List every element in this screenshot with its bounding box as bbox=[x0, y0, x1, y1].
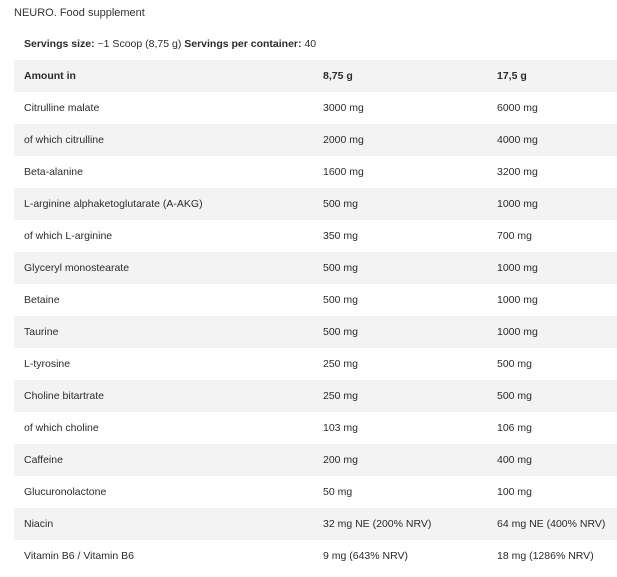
ingredient-name: L-arginine alphaketoglutarate (A-AKG) bbox=[24, 198, 203, 210]
header-cell: 8,75 g bbox=[323, 70, 353, 82]
servings-per-container-value: 40 bbox=[304, 38, 317, 50]
amount-double: 6000 mg bbox=[497, 102, 538, 114]
amount-serving: 250 mg bbox=[323, 358, 359, 370]
amount-serving: 200 mg bbox=[323, 454, 359, 466]
amount-serving: 350 mg bbox=[323, 230, 359, 242]
amount-serving: 2000 mg bbox=[323, 134, 364, 146]
ingredient-name: Betaine bbox=[24, 294, 60, 306]
table-row: of which L-arginine 350 mg 700 mg bbox=[14, 220, 617, 252]
amount-serving: 103 mg bbox=[323, 422, 359, 434]
amount-serving: 32 mg NE (200% NRV) bbox=[323, 518, 432, 530]
servings-per-container-label: Servings per container: bbox=[184, 38, 302, 50]
amount-serving: 500 mg bbox=[323, 262, 359, 274]
table-row: Choline bitartrate 250 mg 500 mg bbox=[14, 380, 617, 412]
amount-double: 3200 mg bbox=[497, 166, 538, 178]
amount-double: 500 mg bbox=[497, 358, 533, 370]
amount-serving: 500 mg bbox=[323, 198, 359, 210]
table-row: Niacin 32 mg NE (200% NRV) 64 mg NE (400% … bbox=[14, 508, 617, 540]
servings-size-value: ~1 Scoop (8,75 g) bbox=[97, 38, 182, 50]
ingredient-name: Vitamin B6 / Vitamin B6 bbox=[24, 550, 134, 562]
table-row: of which citrulline 2000 mg 4000 mg bbox=[14, 124, 617, 156]
ingredient-name: Glyceryl monostearate bbox=[24, 262, 130, 274]
ingredient-name: L-tyrosine bbox=[24, 358, 71, 370]
ingredient-name: of which citrulline bbox=[24, 134, 104, 146]
ingredient-name: Beta-alanine bbox=[24, 166, 83, 178]
servings-info: Servings size: ~1 Scoop (8,75 g) Serving… bbox=[24, 38, 316, 50]
table-row: L-tyrosine 250 mg 500 mg bbox=[14, 348, 617, 380]
ingredient-name: Niacin bbox=[24, 518, 54, 530]
servings-size-label: Servings size: bbox=[24, 38, 95, 50]
table-row: L-arginine alphaketoglutarate (A-AKG) 500… bbox=[14, 188, 617, 220]
amount-serving: 500 mg bbox=[323, 326, 359, 338]
table-row: Caffeine 200 mg 400 mg bbox=[14, 444, 617, 476]
table-row: Betaine 500 mg 1000 mg bbox=[14, 284, 617, 316]
table-row: Beta-alanine 1600 mg 3200 mg bbox=[14, 156, 617, 188]
amount-double: 106 mg bbox=[497, 422, 533, 434]
ingredient-name: of which choline bbox=[24, 422, 99, 434]
amount-double: 400 mg bbox=[497, 454, 533, 466]
table-row: of which choline 103 mg 106 mg bbox=[14, 412, 617, 444]
ingredient-name: Caffeine bbox=[24, 454, 63, 466]
ingredient-name: Choline bitartrate bbox=[24, 390, 104, 402]
amount-serving: 9 mg (643% NRV) bbox=[323, 550, 409, 562]
amount-double: 1000 mg bbox=[497, 294, 538, 306]
nutrition-table: Amount in 8,75 g 17,5 g Citrulline malat… bbox=[14, 60, 617, 572]
table-row: Glucuronolactone 50 mg 100 mg bbox=[14, 476, 617, 508]
table-row: Citrulline malate 3000 mg 6000 mg bbox=[14, 92, 617, 124]
amount-double: 500 mg bbox=[497, 390, 533, 402]
amount-double: 1000 mg bbox=[497, 262, 538, 274]
table-header-row: Amount in 8,75 g 17,5 g bbox=[14, 60, 617, 92]
ingredient-name: of which L-arginine bbox=[24, 230, 113, 242]
amount-double: 1000 mg bbox=[497, 198, 538, 210]
header-cell: Amount in bbox=[24, 70, 76, 82]
amount-double: 4000 mg bbox=[497, 134, 538, 146]
header-cell: 17,5 g bbox=[497, 70, 527, 82]
amount-serving: 1600 mg bbox=[323, 166, 364, 178]
amount-serving: 250 mg bbox=[323, 390, 359, 402]
table-row: Taurine 500 mg 1000 mg bbox=[14, 316, 617, 348]
amount-serving: 50 mg bbox=[323, 486, 353, 498]
ingredient-name: Taurine bbox=[24, 326, 59, 338]
table-row: Glyceryl monostearate 500 mg 1000 mg bbox=[14, 252, 617, 284]
ingredient-name: Glucuronolactone bbox=[24, 486, 107, 498]
amount-double: 18 mg (1286% NRV) bbox=[497, 550, 594, 562]
amount-double: 700 mg bbox=[497, 230, 533, 242]
table-row: Vitamin B6 / Vitamin B6 9 mg (643% NRV) 18… bbox=[14, 540, 617, 572]
amount-double: 1000 mg bbox=[497, 326, 538, 338]
amount-double: 100 mg bbox=[497, 486, 533, 498]
amount-serving: 3000 mg bbox=[323, 102, 364, 114]
page-title: NEURO. Food supplement bbox=[14, 7, 145, 19]
ingredient-name: Citrulline malate bbox=[24, 102, 100, 114]
amount-serving: 500 mg bbox=[323, 294, 359, 306]
amount-double: 64 mg NE (400% NRV) bbox=[497, 518, 606, 530]
